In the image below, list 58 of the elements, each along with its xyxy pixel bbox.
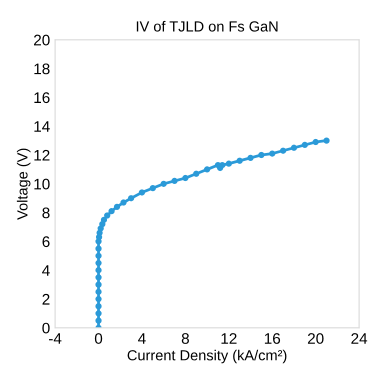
point (219, 162, 226, 168)
point (171, 178, 178, 184)
y-tick-label: 8 (42, 207, 50, 218)
point (236, 158, 243, 164)
point (98, 225, 104, 232)
y-tick-label: 16 (34, 92, 50, 104)
point (150, 185, 156, 192)
point (95, 274, 102, 281)
point (247, 154, 254, 162)
point (95, 296, 102, 302)
x-tick-label: 20 (308, 333, 324, 344)
y-tick-label: 20 (34, 34, 50, 46)
y-axis-title: Voltage (V) (16, 148, 30, 220)
point (95, 252, 102, 259)
point (128, 195, 134, 202)
point (95, 267, 102, 274)
point (95, 282, 102, 288)
point (120, 199, 127, 206)
point (182, 174, 189, 182)
y-tick-label: 18 (34, 63, 50, 74)
point (95, 288, 102, 295)
chart-title: IV of TJLD on Fs GaN (136, 20, 278, 32)
y-tick-label: 6 (42, 236, 50, 248)
x-tick-label: 4 (138, 333, 146, 344)
point (280, 148, 286, 154)
point (258, 152, 265, 158)
point (323, 137, 330, 144)
y-tick-label: 0 (42, 322, 50, 334)
x-tick-label: -4 (48, 333, 62, 344)
point (160, 180, 167, 187)
y-tick-label: 14 (34, 121, 50, 132)
point (100, 216, 108, 223)
point (302, 142, 308, 148)
x-tick-label: 12 (221, 333, 237, 344)
y-tick-label: 2 (42, 294, 50, 305)
y-tick-label: 12 (34, 150, 50, 161)
point (226, 160, 232, 167)
point (114, 204, 120, 210)
point (193, 170, 200, 177)
y-tick-label: 4 (42, 265, 50, 276)
point (95, 246, 102, 252)
point (204, 166, 210, 173)
point (95, 310, 102, 317)
point (108, 208, 115, 214)
x-tick-label: 16 (264, 333, 280, 344)
point (104, 212, 110, 219)
point (312, 138, 319, 146)
point (138, 189, 146, 196)
x-axis-title: Current Density (kA/cm²) (128, 350, 286, 364)
point (95, 260, 102, 266)
y-tick-label: 10 (34, 178, 50, 190)
point (95, 303, 102, 310)
point (290, 144, 298, 151)
x-tick-label: 0 (94, 333, 102, 344)
x-tick-label: 24 (351, 333, 368, 344)
point (269, 150, 276, 157)
x-tick-label: 8 (182, 333, 189, 344)
point (95, 318, 102, 324)
